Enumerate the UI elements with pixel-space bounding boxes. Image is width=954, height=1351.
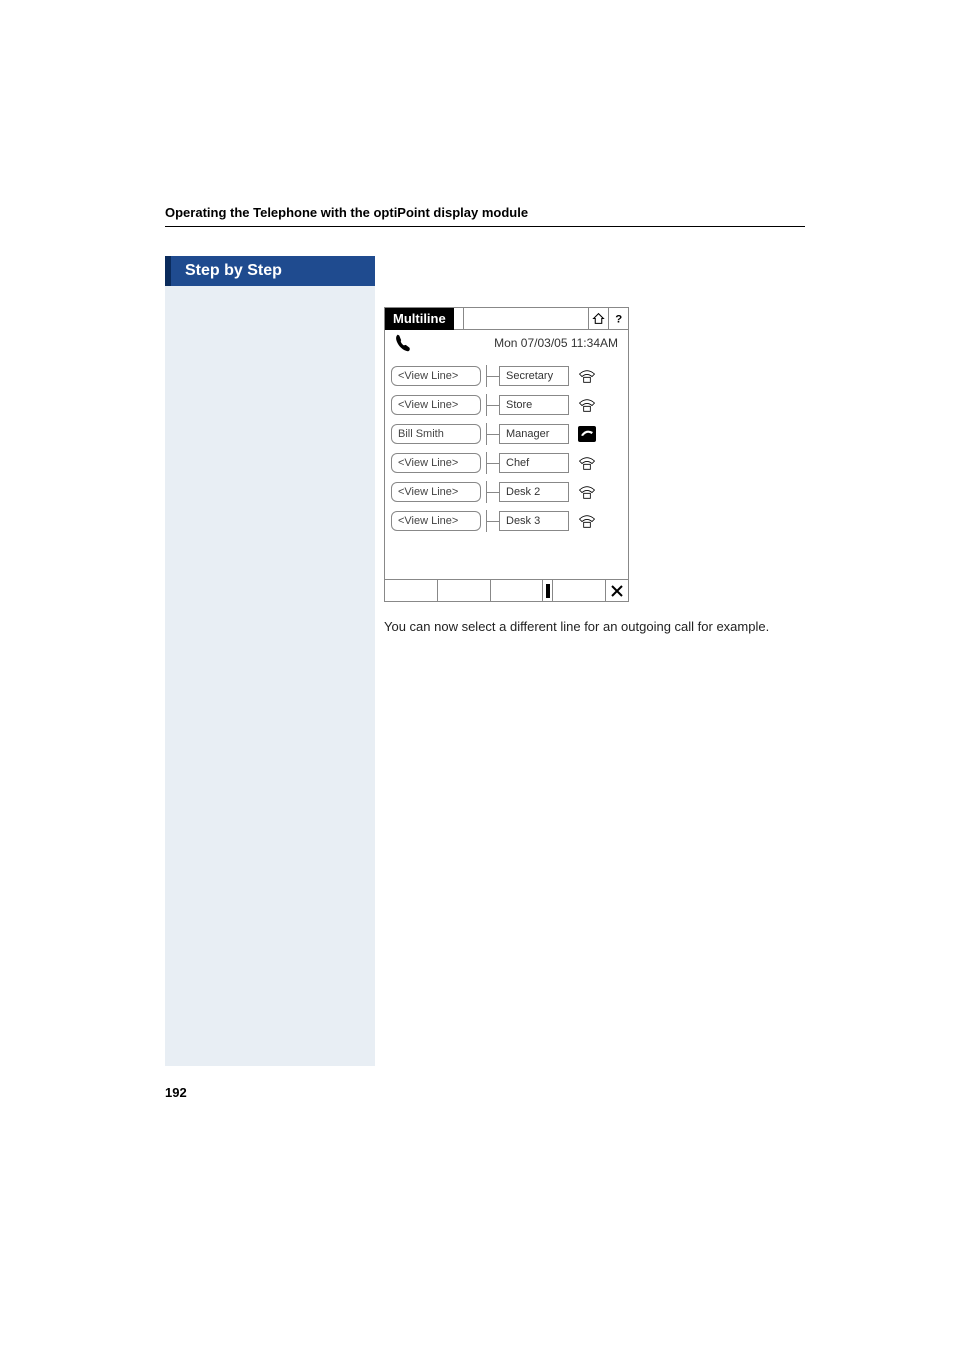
connector xyxy=(481,481,499,503)
home-icon[interactable] xyxy=(588,308,608,330)
line-row[interactable]: <View Line> Store xyxy=(391,394,622,416)
datetime-text: Mon 07/03/05 11:34AM xyxy=(417,336,624,350)
line-row[interactable]: <View Line> Desk 3 xyxy=(391,510,622,532)
connector xyxy=(481,452,499,474)
line-row[interactable]: Bill Smith Manager xyxy=(391,423,622,445)
scroll-handle-icon[interactable] xyxy=(543,580,553,601)
connector xyxy=(481,423,499,445)
line-label[interactable]: Desk 2 xyxy=(499,482,569,502)
page-number: 192 xyxy=(165,1085,187,1100)
date-row: Mon 07/03/05 11:34AM xyxy=(385,330,628,356)
phone-active-icon xyxy=(575,426,599,442)
connector xyxy=(481,510,499,532)
handset-icon xyxy=(389,332,417,354)
section-header: Operating the Telephone with the optiPoi… xyxy=(165,205,805,227)
view-line-button[interactable]: <View Line> xyxy=(391,511,481,531)
view-line-button[interactable]: <View Line> xyxy=(391,453,481,473)
phone-outline-icon xyxy=(575,485,599,500)
view-line-button[interactable]: <View Line> xyxy=(391,395,481,415)
help-icon[interactable]: ? xyxy=(608,308,628,330)
step-banner: Step by Step xyxy=(165,256,375,286)
phone-display-module: Multiline ? Mon 07/03/05 11:34AM <View L… xyxy=(384,307,629,602)
line-label[interactable]: Store xyxy=(499,395,569,415)
connector xyxy=(481,365,499,387)
tab-spacer xyxy=(454,308,464,330)
bottom-slot xyxy=(385,580,438,601)
caption-text: You can now select a different line for … xyxy=(384,618,784,637)
line-label[interactable]: Manager xyxy=(499,424,569,444)
view-line-button[interactable]: <View Line> xyxy=(391,482,481,502)
display-titlebar: Multiline ? xyxy=(385,308,628,330)
line-label[interactable]: Chef xyxy=(499,453,569,473)
bottom-slot xyxy=(438,580,491,601)
titlebar-gap xyxy=(464,308,588,330)
phone-outline-icon xyxy=(575,456,599,471)
phone-outline-icon xyxy=(575,398,599,413)
svg-text:?: ? xyxy=(615,314,622,325)
line-label[interactable]: Secretary xyxy=(499,366,569,386)
bottom-slot xyxy=(491,580,544,601)
bottom-slot xyxy=(553,580,606,601)
close-icon[interactable] xyxy=(606,580,628,601)
connector xyxy=(481,394,499,416)
line-row[interactable]: <View Line> Secretary xyxy=(391,365,622,387)
step-sidebar: Step by Step xyxy=(165,256,375,1066)
phone-outline-icon xyxy=(575,514,599,529)
line-row[interactable]: <View Line> Desk 2 xyxy=(391,481,622,503)
view-line-button[interactable]: <View Line> xyxy=(391,366,481,386)
phone-outline-icon xyxy=(575,369,599,384)
line-row[interactable]: <View Line> Chef xyxy=(391,452,622,474)
line-label[interactable]: Desk 3 xyxy=(499,511,569,531)
bottom-bar xyxy=(385,579,628,601)
line-list: <View Line> Secretary <View Line> Store … xyxy=(385,356,628,545)
view-line-button[interactable]: Bill Smith xyxy=(391,424,481,444)
blank-area xyxy=(385,545,628,579)
multiline-title: Multiline xyxy=(385,308,454,330)
